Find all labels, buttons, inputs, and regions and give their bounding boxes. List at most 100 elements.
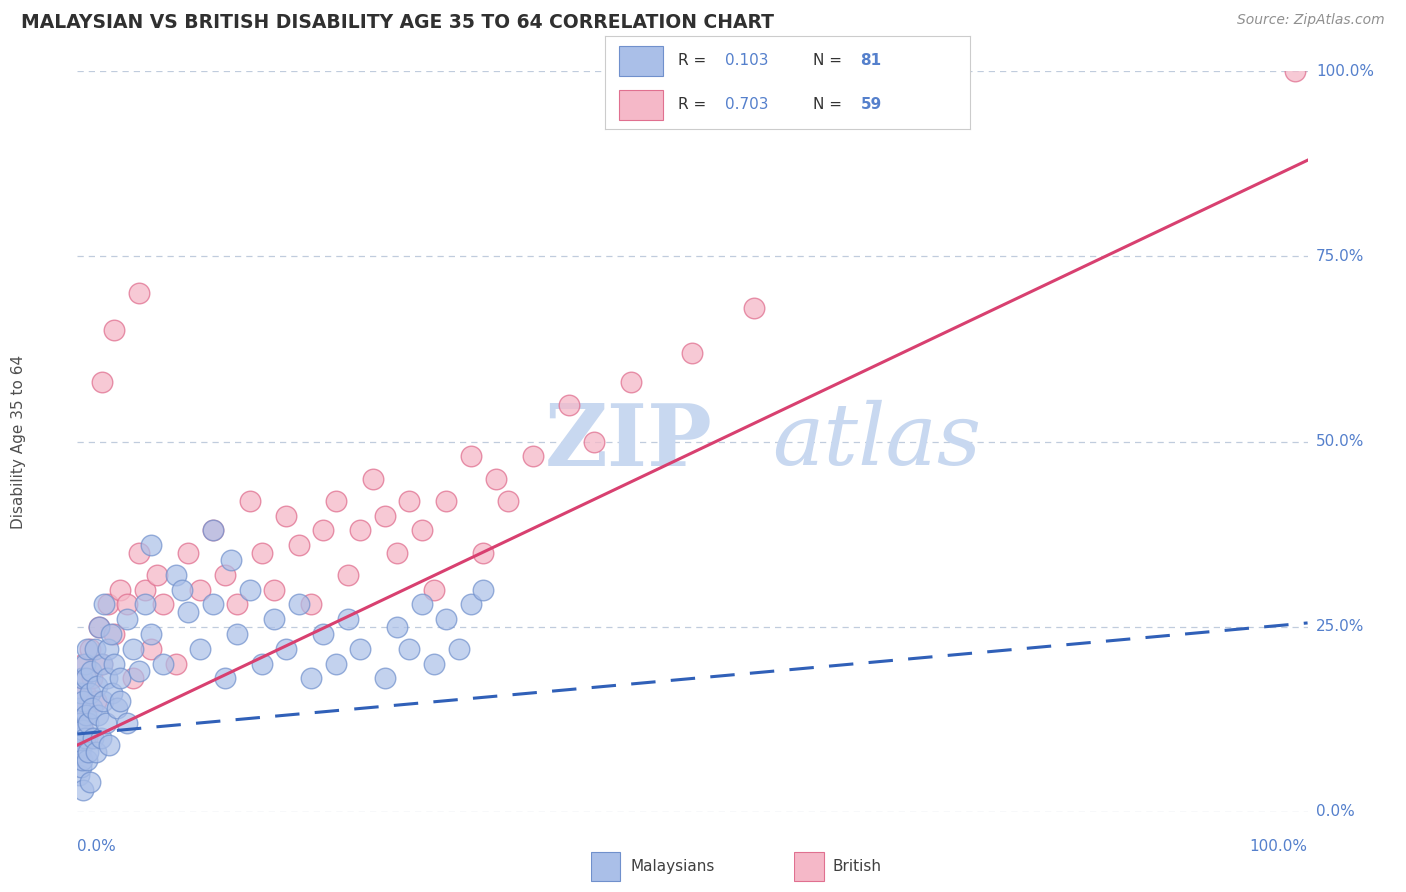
Point <box>96 672 118 686</box>
Point <box>522 450 544 464</box>
Point <box>69 701 91 715</box>
Point <box>72 723 94 738</box>
Point <box>73 686 96 700</box>
Text: 0.0%: 0.0% <box>77 839 117 855</box>
Point <box>312 627 335 641</box>
Point <box>79 641 101 656</box>
Text: Source: ZipAtlas.com: Source: ZipAtlas.com <box>1237 13 1385 28</box>
Text: MALAYSIAN VS BRITISH DISABILITY AGE 35 TO 64 CORRELATION CHART: MALAYSIAN VS BRITISH DISABILITY AGE 35 T… <box>21 13 775 32</box>
Point <box>84 694 107 708</box>
Point <box>103 627 125 641</box>
Point <box>460 598 482 612</box>
Point <box>385 546 409 560</box>
Point <box>89 619 111 633</box>
Point <box>67 767 90 781</box>
Point <box>90 657 114 671</box>
Point <box>86 679 108 693</box>
Point <box>70 738 93 752</box>
Point <box>98 738 121 752</box>
Point <box>93 598 115 612</box>
Point <box>299 672 322 686</box>
Point <box>67 731 90 745</box>
Point <box>177 605 200 619</box>
Text: 50.0%: 50.0% <box>1316 434 1364 449</box>
Text: British: British <box>832 859 882 873</box>
Text: 25.0%: 25.0% <box>1316 619 1364 634</box>
Point <box>101 686 124 700</box>
Point <box>214 672 236 686</box>
Point <box>250 657 273 671</box>
Text: N =: N = <box>813 97 846 112</box>
Point <box>73 731 96 745</box>
Point <box>276 508 298 523</box>
Text: 0.703: 0.703 <box>725 97 769 112</box>
Point <box>276 641 298 656</box>
Point <box>263 612 285 626</box>
FancyBboxPatch shape <box>619 90 664 120</box>
Point <box>80 664 103 678</box>
Point <box>110 672 132 686</box>
Point <box>115 612 138 626</box>
Point <box>188 582 212 597</box>
Text: ZIP: ZIP <box>546 400 713 483</box>
Point <box>103 657 125 671</box>
Point <box>89 619 111 633</box>
Point <box>472 582 495 597</box>
Text: 59: 59 <box>860 97 882 112</box>
Point <box>423 657 446 671</box>
Point <box>141 627 163 641</box>
Point <box>152 657 174 671</box>
Point <box>115 715 138 730</box>
Point <box>76 641 98 656</box>
Point <box>134 598 156 612</box>
Point <box>219 553 242 567</box>
Point <box>72 782 94 797</box>
Point <box>472 546 495 560</box>
Point <box>67 701 90 715</box>
Point <box>226 598 249 612</box>
Point <box>349 641 371 656</box>
Point <box>299 598 322 612</box>
Point <box>436 493 458 508</box>
FancyBboxPatch shape <box>794 852 824 881</box>
Point <box>103 324 125 338</box>
Point <box>100 627 122 641</box>
Point <box>97 598 120 612</box>
Point <box>447 641 470 656</box>
Text: 0.0%: 0.0% <box>1316 805 1354 819</box>
Point <box>79 775 101 789</box>
Point <box>94 715 117 730</box>
Point <box>165 657 187 671</box>
Point <box>620 376 643 390</box>
Point <box>87 708 110 723</box>
Point <box>90 657 114 671</box>
Point <box>312 524 335 538</box>
Point <box>105 701 128 715</box>
Point <box>325 657 347 671</box>
Point <box>165 567 187 582</box>
Point <box>682 345 704 359</box>
Point <box>288 598 311 612</box>
Point <box>90 376 114 390</box>
Point <box>250 546 273 560</box>
Point <box>742 301 765 316</box>
Point <box>83 641 105 656</box>
Point <box>201 524 224 538</box>
Point <box>374 672 396 686</box>
Point <box>188 641 212 656</box>
FancyBboxPatch shape <box>591 852 620 881</box>
Point <box>69 715 91 730</box>
Point <box>77 715 100 730</box>
Point <box>82 701 104 715</box>
Point <box>70 760 93 774</box>
Point <box>263 582 285 597</box>
Point <box>82 731 104 745</box>
Point <box>436 612 458 626</box>
Point <box>485 471 508 485</box>
Text: atlas: atlas <box>772 401 981 483</box>
Point <box>134 582 156 597</box>
Text: 75.0%: 75.0% <box>1316 249 1364 264</box>
Point <box>110 694 132 708</box>
Point <box>115 598 138 612</box>
Point <box>121 672 143 686</box>
